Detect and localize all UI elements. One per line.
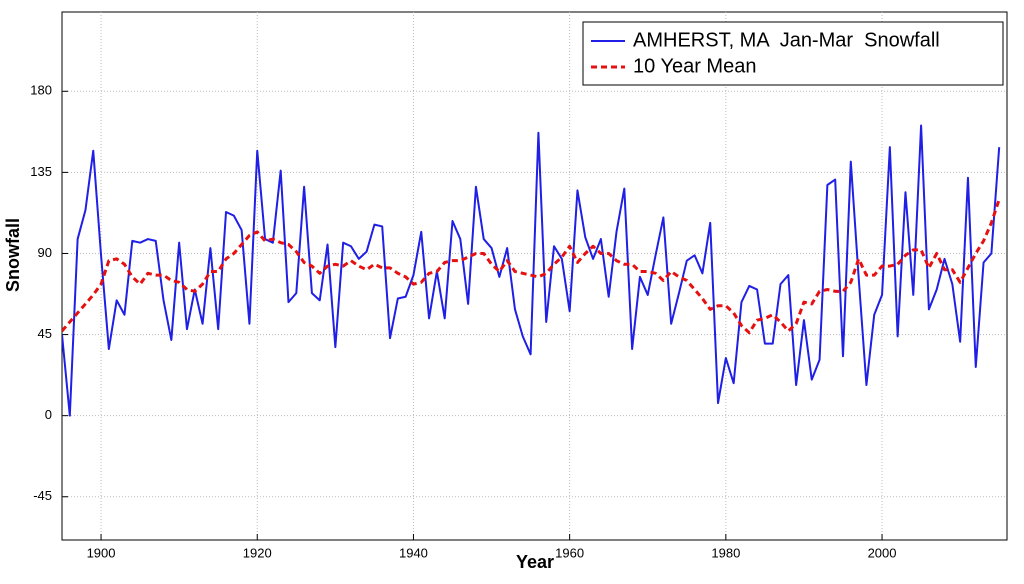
- series-line: [62, 124, 1001, 417]
- x-axis-title: Year: [516, 552, 554, 572]
- legend-label: 10 Year Mean: [633, 55, 756, 77]
- y-tick-label: 45: [38, 326, 52, 341]
- x-tick-label: 1900: [87, 545, 116, 560]
- y-axis-title: Snowfall: [3, 218, 23, 292]
- x-tick-label: 1920: [243, 545, 272, 560]
- x-tick-label: 1980: [711, 545, 740, 560]
- y-tick-label: 180: [30, 83, 52, 98]
- legend-box: [582, 21, 1004, 86]
- plot-frame: [61, 11, 1008, 541]
- x-tick-label: 1960: [555, 545, 584, 560]
- x-tick-label: 2000: [868, 545, 897, 560]
- y-tick-label: -45: [33, 488, 52, 503]
- legend-label: AMHERST, MA Jan-Mar Snowfall: [633, 29, 940, 51]
- y-tick-label: 0: [45, 407, 52, 422]
- x-tick-label: 1940: [399, 545, 428, 560]
- y-tick-label: 135: [30, 164, 52, 179]
- series-line: [62, 198, 1001, 335]
- y-tick-label: 90: [38, 245, 52, 260]
